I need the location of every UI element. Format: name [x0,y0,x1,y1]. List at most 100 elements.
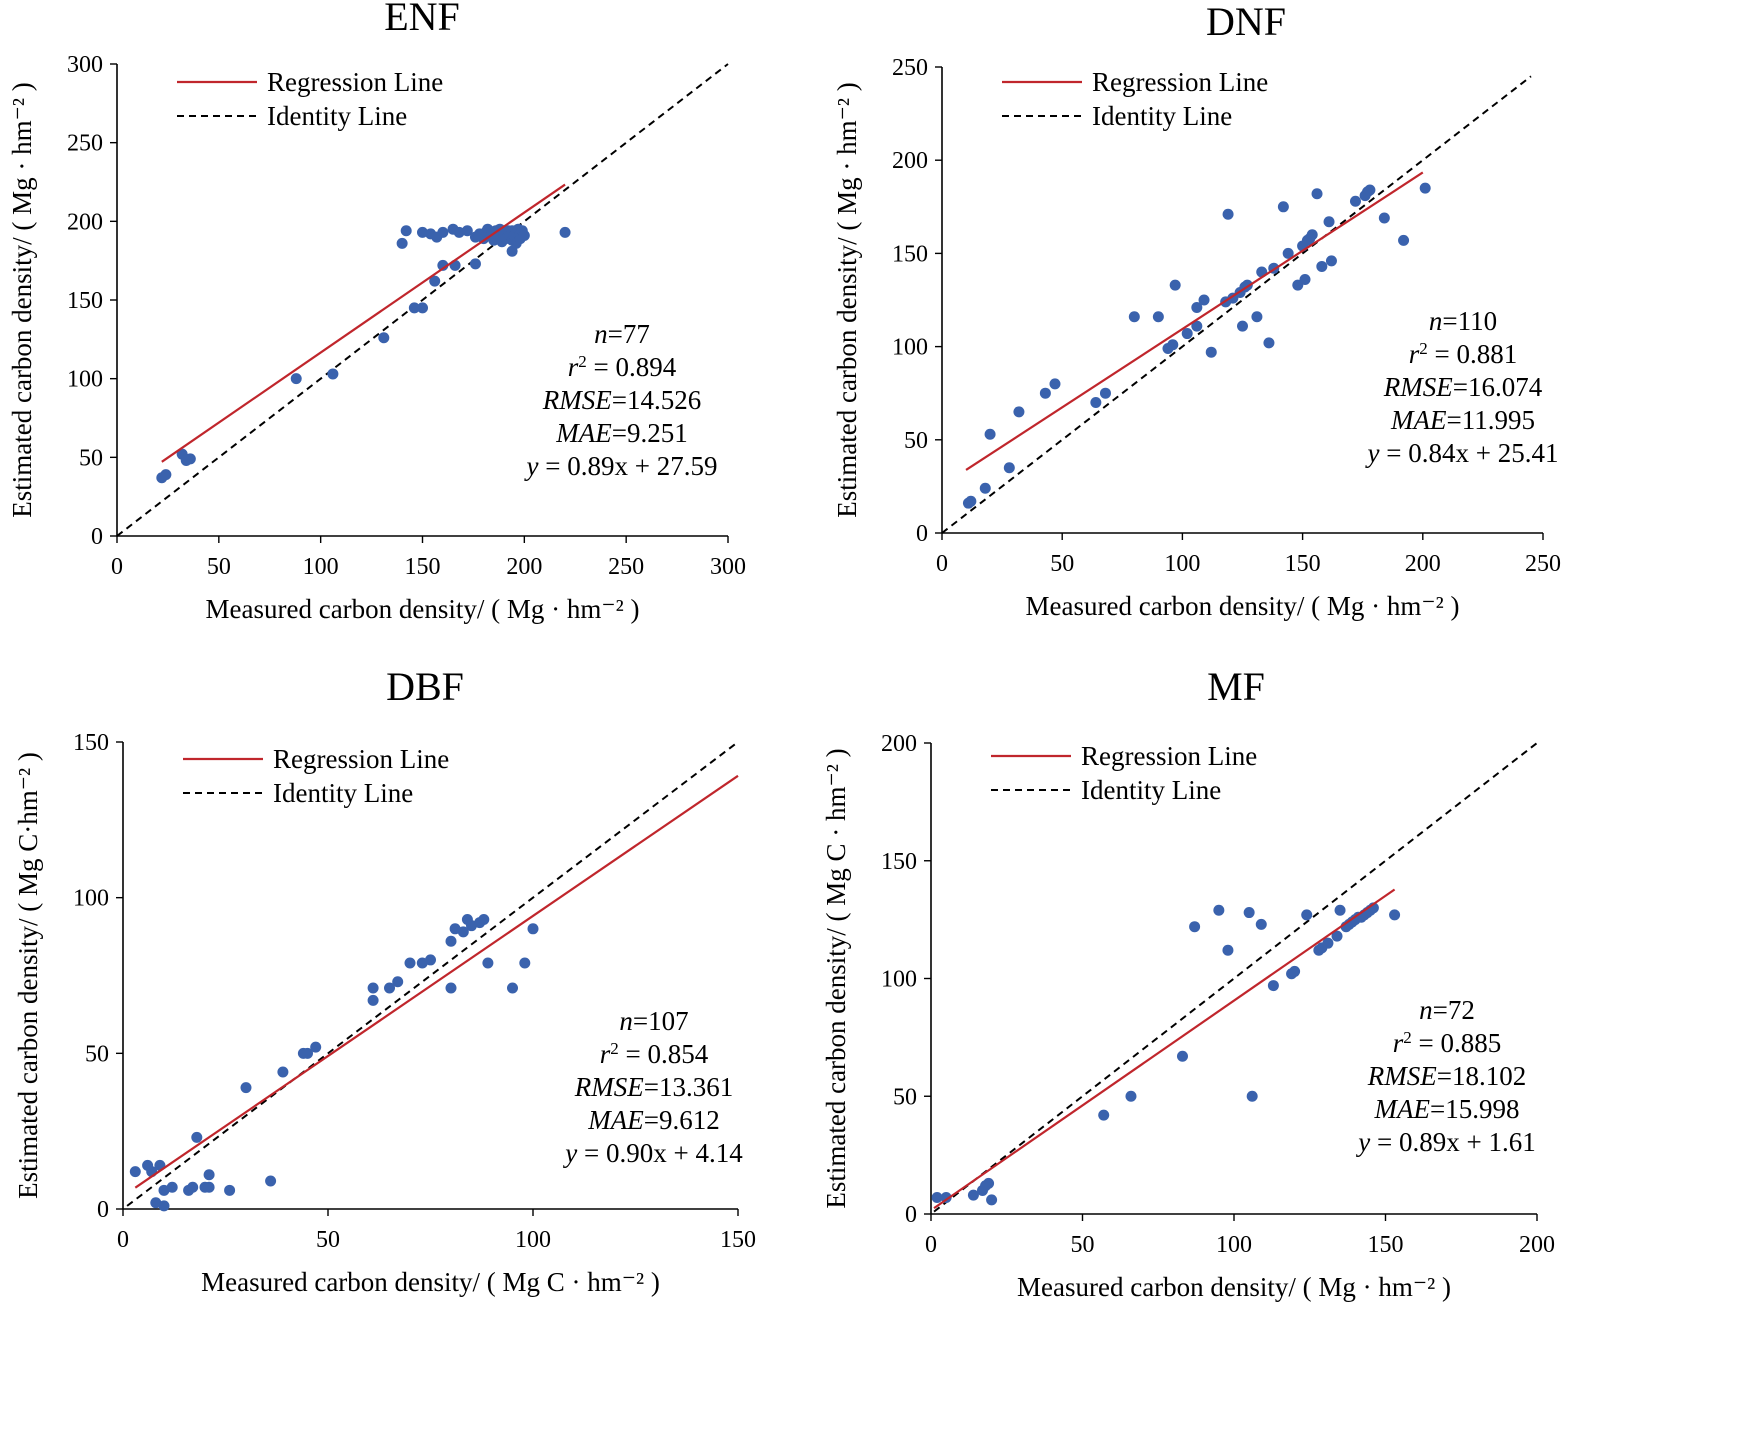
x-tick-label: 0 [925,1232,937,1258]
y-tick-label: 0 [91,524,103,550]
stat-r2: r2 = 0.881 [1409,339,1518,370]
panel-dnf: DNF Measured carbon density/ ( Mg · hm⁻²… [832,0,1561,621]
data-point [482,957,494,969]
data-point [203,1181,215,1193]
data-point [1213,904,1225,916]
data-point [392,976,404,988]
x-tick-label: 150 [1368,1232,1404,1258]
data-point [1364,184,1376,196]
data-point [191,1131,203,1143]
y-tick-label: 150 [892,241,928,267]
y-tick-label: 250 [892,55,928,81]
data-point [931,1192,943,1204]
y-tick-label: 250 [67,131,103,157]
x-tick-label: 150 [405,554,441,580]
x-tick-label: 100 [303,554,339,580]
data-point [1301,909,1313,921]
stat-mae: MAE=11.995 [1390,405,1535,435]
data-point [1251,311,1263,323]
data-point [400,225,412,237]
panel-title: DBF [386,664,464,709]
y-tick-label: 50 [904,428,928,454]
identity-line [933,742,1538,1213]
data-point [518,229,530,241]
data-point [1331,930,1343,942]
legend-regression-label: Regression Line [273,744,449,774]
identity-line [941,75,1532,534]
data-point [265,1175,277,1187]
x-tick-label: 100 [1216,1232,1252,1258]
data-point [437,259,449,271]
data-point [1191,320,1203,332]
stat-equation: y = 0.84x + 25.41 [1365,438,1559,468]
data-point [1325,255,1337,267]
regression-line [161,183,566,463]
data-point [1013,406,1025,418]
data-point [1316,260,1328,272]
x-tick-label: 150 [1285,551,1321,577]
x-tick-label: 250 [1525,551,1561,577]
y-tick-label: 50 [893,1084,917,1110]
data-point [160,469,172,481]
regression-line [134,774,739,1189]
data-point [429,275,441,287]
data-point [437,226,449,238]
data-point [983,1177,995,1189]
panel-dbf: DBF Measured carbon density/ ( Mg C · hm… [13,664,756,1297]
data-point [129,1166,141,1178]
data-point [1222,944,1234,956]
y-tick-label: 0 [905,1202,917,1228]
data-point [461,225,473,237]
data-point [378,332,390,344]
data-point [327,368,339,380]
y-tick-label: 300 [67,52,103,78]
x-tick-label: 0 [936,551,948,577]
y-tick-label: 50 [79,445,103,471]
stat-rmse: RMSE=18.102 [1367,1061,1526,1091]
data-point [478,913,490,925]
data-point [1246,1090,1258,1102]
x-tick-label: 0 [111,554,123,580]
data-point [1189,921,1201,933]
panel-mf: MF Measured carbon density/ ( Mg · hm⁻² … [821,664,1555,1302]
x-tick-label: 0 [117,1227,129,1253]
stat-n: n=107 [619,1006,688,1036]
data-point [290,373,302,385]
data-point [1125,1090,1137,1102]
y-tick-label: 150 [881,849,917,875]
data-point [166,1181,178,1193]
y-tick-label: 100 [892,335,928,361]
x-axis-label: Measured carbon density/ ( Mg · hm⁻² ) [1017,1272,1451,1302]
data-point [1398,234,1410,246]
x-axis-label: Measured carbon density/ ( Mg · hm⁻² ) [1026,591,1460,621]
data-point [184,453,196,465]
data-point [1311,188,1323,200]
regression-line [965,171,1424,471]
y-tick-label: 0 [916,521,928,547]
identity-line [116,63,729,537]
data-point [527,923,539,935]
y-axis-label: Estimated carbon density/ ( Mg · hm⁻² ) [7,82,37,518]
data-point [384,982,395,994]
data-point [1169,279,1181,291]
data-point [445,982,457,994]
x-axis-label: Measured carbon density/ ( Mg · hm⁻² ) [206,594,640,624]
data-point [1378,212,1390,224]
legend-regression-label: Regression Line [1081,741,1257,771]
y-tick-label: 0 [97,1197,109,1223]
data-point [203,1169,215,1181]
data-point [1277,201,1289,213]
y-tick-label: 200 [881,731,917,757]
legend-identity-label: Identity Line [267,101,407,131]
x-axis-label: Measured carbon density/ ( Mg C · hm⁻² ) [201,1267,660,1297]
stat-n: n=110 [1429,306,1497,336]
x-tick-label: 300 [710,554,746,580]
data-point [1389,909,1401,921]
data-point [453,226,465,238]
x-tick-label: 100 [1164,551,1200,577]
x-tick-label: 250 [608,554,644,580]
panel-title: ENF [384,0,460,39]
data-point [1003,462,1015,474]
data-point [240,1082,252,1094]
